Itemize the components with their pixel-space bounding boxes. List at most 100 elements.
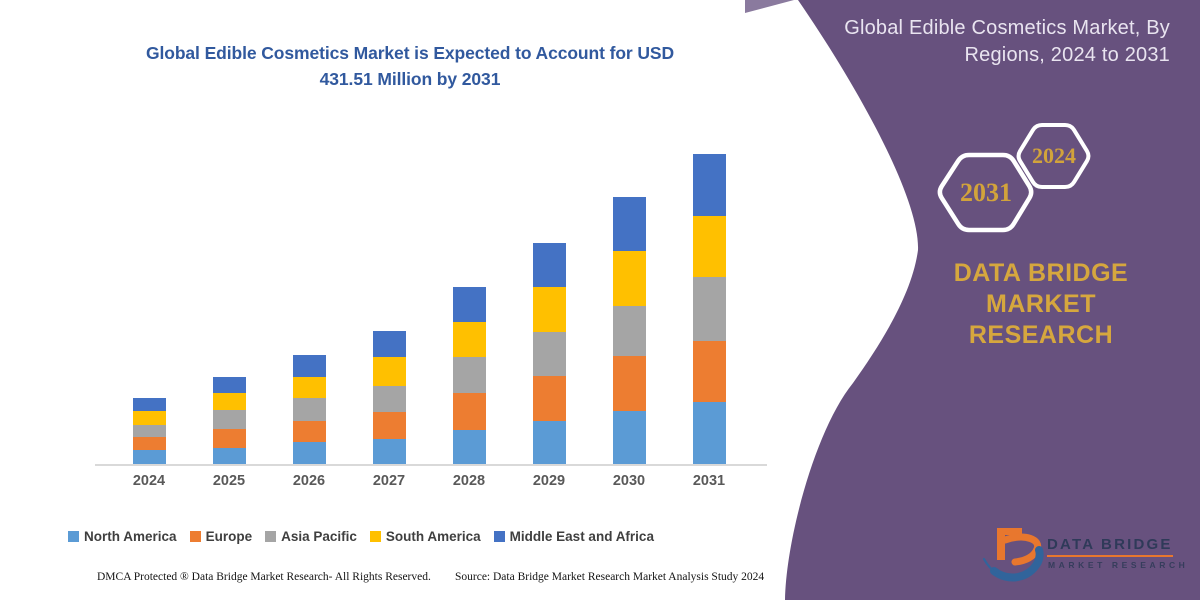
bar-segment-europe	[612, 356, 646, 412]
bar-segment-middle-east-and-africa	[132, 398, 166, 412]
logo-name: DATA BRIDGE	[1047, 536, 1173, 557]
hexagon-2031-label: 2031	[960, 178, 1012, 207]
bar-segment-north-america	[532, 420, 566, 464]
bar-segment-south-america	[532, 287, 566, 333]
bar-segment-asia-pacific	[692, 277, 726, 342]
brand-line2: RESEARCH	[968, 321, 1114, 349]
x-axis-label-2025: 2025	[212, 473, 246, 489]
bar-segment-north-america	[292, 441, 326, 464]
legend-swatch-icon	[493, 531, 505, 542]
legend-label: South America	[385, 529, 481, 544]
hexagon-2024-label: 2024	[1032, 143, 1076, 168]
bar-segment-europe	[372, 411, 406, 440]
legend-item-north-america: North America	[68, 529, 177, 544]
legend-swatch-icon	[68, 531, 80, 542]
legend-item-europe: Europe	[189, 529, 253, 544]
panel-title: Global Edible Cosmetics Market, By Regio…	[800, 15, 1170, 69]
bar-segment-north-america	[452, 429, 486, 464]
bar-segment-asia-pacific	[452, 357, 486, 394]
panel-title-line1: Global Edible Cosmetics Market, By	[844, 17, 1170, 39]
bar-column-2024	[109, 134, 189, 464]
legend-label: Middle East and Africa	[509, 529, 654, 544]
dmca-note: DMCA Protected ® Data Bridge Market Rese…	[97, 571, 431, 583]
bar-segment-europe	[132, 437, 166, 451]
bar-segment-asia-pacific	[212, 409, 246, 429]
bar-column-2029	[509, 134, 589, 464]
bar-segment-europe	[212, 428, 246, 448]
brand-line1: DATA BRIDGE MARKET	[953, 259, 1129, 318]
bar-segment-europe	[692, 341, 726, 403]
bar-segment-middle-east-and-africa	[692, 154, 726, 216]
legend-item-middle-east-and-africa: Middle East and Africa	[493, 529, 654, 544]
hexagon-2031-outline	[937, 152, 1034, 233]
stacked-bar-2031	[692, 154, 726, 464]
bar-segment-south-america	[132, 411, 166, 426]
brand-wordmark: DATA BRIDGE MARKET RESEARCH	[910, 258, 1172, 351]
bar-segment-north-america	[612, 411, 646, 464]
x-axis-label-2029: 2029	[532, 473, 566, 489]
bar-segment-asia-pacific	[132, 425, 166, 438]
legend-swatch-icon	[369, 531, 381, 542]
panel-title-line2: Regions, 2024 to 2031	[964, 44, 1170, 66]
hexagon-2024-outline	[1016, 123, 1091, 189]
stacked-bar-2029	[532, 243, 566, 464]
stacked-bar-2026	[292, 355, 326, 464]
bar-column-2028	[429, 134, 509, 464]
legend-label: Europe	[205, 529, 253, 544]
chart-legend: North America Europe Asia Pacific South Ame…	[0, 529, 722, 544]
bar-segment-middle-east-and-africa	[612, 197, 646, 251]
bar-segment-middle-east-and-africa	[212, 376, 246, 394]
bar-segment-middle-east-and-africa	[372, 330, 406, 357]
bar-column-2026	[269, 134, 349, 464]
bars-container	[109, 134, 749, 464]
bar-column-2027	[349, 134, 429, 464]
plot-area	[95, 134, 767, 466]
stacked-bar-2024	[132, 398, 166, 464]
bar-segment-asia-pacific	[612, 305, 646, 357]
x-axis-label-2031: 2031	[692, 473, 726, 489]
bar-segment-south-america	[372, 356, 406, 386]
chart-title: Global Edible Cosmetics Market is Expect…	[100, 40, 720, 92]
bar-segment-south-america	[692, 215, 726, 278]
bar-segment-asia-pacific	[532, 332, 566, 376]
x-axis-label-2030: 2030	[612, 473, 646, 489]
bar-segment-asia-pacific	[372, 385, 406, 412]
bar-segment-north-america	[372, 439, 406, 464]
x-axis-label-2024: 2024	[132, 473, 166, 489]
bar-column-2030	[589, 134, 669, 464]
stacked-bar-2027	[372, 330, 406, 464]
bar-segment-middle-east-and-africa	[292, 355, 326, 377]
legend-swatch-icon	[189, 531, 201, 542]
logo-subtitle: MARKET RESEARCH	[1048, 560, 1189, 570]
bar-column-2025	[189, 134, 269, 464]
bar-column-2031	[669, 134, 749, 464]
stacked-bar-2030	[612, 197, 646, 464]
stacked-bar-2025	[212, 376, 246, 464]
legend-label: Asia Pacific	[281, 529, 357, 544]
bar-segment-north-america	[132, 450, 166, 464]
legend-item-asia-pacific: Asia Pacific	[265, 529, 357, 544]
purple-side-panel	[785, 0, 1200, 600]
bar-segment-europe	[452, 393, 486, 430]
chart-title-line2: 431.51 Million by 2031	[319, 69, 501, 89]
bar-segment-south-america	[452, 322, 486, 358]
bar-segment-south-america	[212, 393, 246, 410]
bar-segment-south-america	[292, 376, 326, 398]
bar-segment-north-america	[692, 402, 726, 464]
bar-segment-europe	[532, 375, 566, 421]
bar-segment-south-america	[612, 250, 646, 306]
x-axis-label-2028: 2028	[452, 473, 486, 489]
stacked-bar-2028	[452, 287, 486, 464]
x-axis-label-2026: 2026	[292, 473, 326, 489]
corner-triangle	[745, 0, 794, 13]
x-axis-labels: 2024 2025 2026 2027 2028 2029 2030 2031	[109, 473, 749, 489]
bar-segment-europe	[292, 421, 326, 442]
legend-label: North America	[84, 529, 177, 544]
chart-title-line1: Global Edible Cosmetics Market is Expect…	[145, 43, 675, 63]
bar-segment-asia-pacific	[292, 397, 326, 422]
x-axis-label-2027: 2027	[372, 473, 406, 489]
source-note: Source: Data Bridge Market Research Mark…	[455, 571, 765, 583]
bar-segment-north-america	[212, 448, 246, 464]
